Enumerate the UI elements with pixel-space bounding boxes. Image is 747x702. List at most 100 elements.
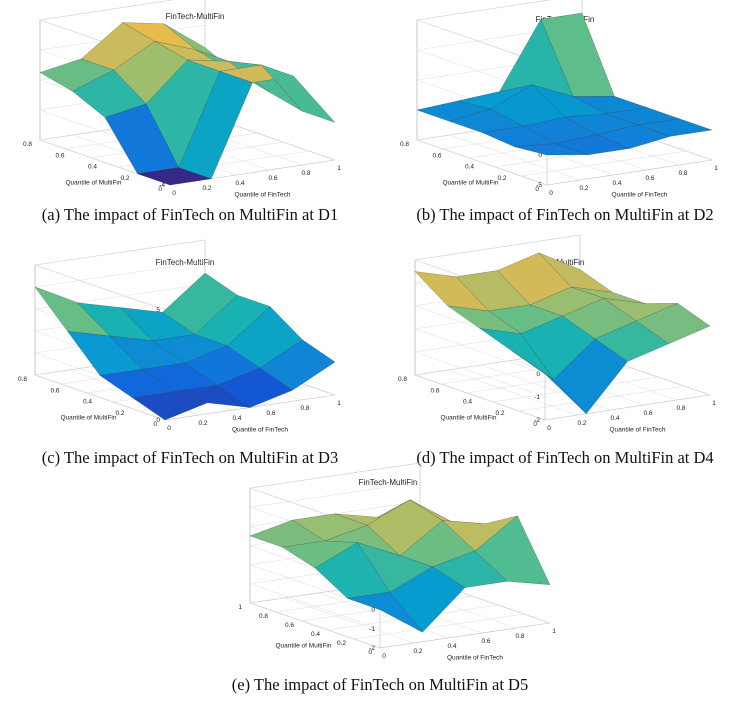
panel-a: FinTech-MultiFin -4-202400.20.40.60.8100… <box>0 0 370 240</box>
x-tick-label: 0.6 <box>481 638 490 645</box>
y-tick-label: 0.8 <box>398 376 407 383</box>
z-tick-label: -1 <box>369 626 375 633</box>
chart-title-a: FinTech-MultiFin <box>165 12 225 21</box>
x-axis-label: Quantile of FinTech <box>234 192 290 199</box>
grid-line <box>416 0 551 66</box>
x-tick-label: 0.6 <box>643 410 652 417</box>
z-tick-label: 5 <box>156 307 160 314</box>
x-axis-label: Quantile of FinTech <box>611 192 667 199</box>
caption-c: (c) The impact of FinTech on MultiFin at… <box>41 448 339 467</box>
z-tick-label: 0 <box>538 152 542 159</box>
y-tick-label: 0.2 <box>337 640 346 647</box>
caption-b: (b) The impact of FinTech on MultiFin at… <box>416 205 714 224</box>
x-tick-label: 0 <box>549 190 553 197</box>
z-tick-label: -2 <box>534 417 540 424</box>
x-tick-label: 0.6 <box>268 175 277 182</box>
y-tick-label: 0.6 <box>285 622 294 629</box>
x-tick-label: 0.2 <box>413 648 422 655</box>
surface <box>34 272 336 421</box>
y-tick-label: 0.6 <box>430 387 439 394</box>
x-tick-label: 0.2 <box>198 420 207 427</box>
y-tick-label: 0.2 <box>120 175 129 182</box>
y-tick-label: 0 <box>158 186 162 193</box>
x-tick-label: 0.2 <box>579 185 588 192</box>
x-tick-label: 0.8 <box>301 170 310 177</box>
surface-plot-c: 01234500.20.40.60.8100.20.40.60.8Quantil… <box>18 239 341 434</box>
y-tick-label: 0.4 <box>311 631 320 638</box>
y-tick-label: 0.4 <box>83 399 92 406</box>
x-tick-label: 0 <box>167 425 171 432</box>
x-tick-label: 0 <box>547 425 551 432</box>
x-tick-label: 0.4 <box>447 643 456 650</box>
chart-title-e: FinTech-MultiFin <box>358 478 418 487</box>
surface-plot-d: -2-1012300.20.40.60.8100.20.40.60.8Quant… <box>398 234 716 434</box>
z-tick-label: 0 <box>156 417 160 424</box>
x-tick-label: 0.6 <box>645 175 654 182</box>
grid-line <box>317 592 449 639</box>
y-axis-label: Quantile of MultiFin <box>66 179 122 186</box>
x-tick-label: 1 <box>552 628 556 635</box>
x-tick-label: 0.2 <box>577 420 586 427</box>
panel-e: FinTech-MultiFin -2-10123400.20.40.60.81… <box>190 462 570 698</box>
grid-line <box>518 385 685 412</box>
panel-c: FinTech-MultiFin 01234500.20.40.60.8100.… <box>0 239 370 475</box>
chart-title-c: FinTech-MultiFin <box>155 258 215 267</box>
y-tick-label: 0.2 <box>115 410 124 417</box>
x-tick-label: 0.4 <box>612 180 621 187</box>
y-tick-label: 0.6 <box>432 152 441 159</box>
y-tick-label: 0.8 <box>259 613 268 620</box>
grid-line <box>353 613 525 640</box>
caption-a: (a) The impact of FinTech on MultiFin at… <box>41 205 339 224</box>
surface-patch <box>635 303 711 344</box>
surface-patch <box>638 118 713 137</box>
x-tick-label: 0.8 <box>300 405 309 412</box>
y-tick-label: 0.2 <box>497 175 506 182</box>
caption-d: (d) The impact of FinTech on MultiFin at… <box>416 448 714 467</box>
y-tick-label: 0.8 <box>23 141 32 148</box>
x-tick-label: 0.6 <box>266 410 275 417</box>
x-tick-label: 0.2 <box>202 185 211 192</box>
x-tick-label: 0 <box>172 190 176 197</box>
surface-plot-b: -505101500.20.40.60.8100.20.40.60.8Quant… <box>400 0 718 199</box>
x-tick-label: 0.8 <box>515 633 524 640</box>
y-axis-label: Quantile of MultiFin <box>61 414 117 421</box>
z-tick-label: 0 <box>371 607 375 614</box>
surface-patch <box>259 339 336 391</box>
y-tick-label: 0.2 <box>495 410 504 417</box>
surface <box>249 499 551 633</box>
grid-line <box>449 134 581 181</box>
panel-b: FinTech-MultiFin -505101500.20.40.60.810… <box>375 0 747 240</box>
y-axis-label: Quantile of MultiFin <box>441 414 497 421</box>
x-tick-label: 1 <box>337 165 341 172</box>
surface <box>414 252 711 415</box>
y-tick-label: 0.4 <box>463 399 472 406</box>
x-tick-label: 0.4 <box>235 180 244 187</box>
surface <box>39 22 336 186</box>
surface-patch <box>474 515 551 585</box>
z-tick-label: -5 <box>536 182 542 189</box>
grid-line <box>416 24 583 96</box>
y-tick-label: 0.6 <box>55 152 64 159</box>
surface-patch <box>260 64 336 123</box>
x-tick-label: 0.4 <box>610 415 619 422</box>
x-tick-label: 1 <box>337 400 341 407</box>
y-tick-label: 0.4 <box>465 164 474 171</box>
y-tick-label: 0 <box>153 421 157 428</box>
surface-plot-e: -2-10123400.20.40.60.8100.20.40.60.81Qua… <box>238 462 556 662</box>
surface <box>416 12 713 156</box>
x-tick-label: 0 <box>382 653 386 660</box>
x-axis-label: Quantile of FinTech <box>609 427 665 434</box>
y-tick-label: 0 <box>535 186 539 193</box>
y-tick-label: 0.4 <box>88 164 97 171</box>
y-axis-label: Quantile of MultiFin <box>443 179 499 186</box>
x-axis-label: Quantile of FinTech <box>447 655 503 662</box>
y-tick-label: 1 <box>238 604 242 611</box>
grid-line <box>447 369 579 416</box>
surface-plot-a: -4-202400.20.40.60.8100.20.40.60.8Quanti… <box>23 0 341 199</box>
x-tick-label: 1 <box>714 165 718 172</box>
y-axis-label: Quantile of MultiFin <box>276 642 332 649</box>
x-tick-label: 0.4 <box>232 415 241 422</box>
x-axis-label: Quantile of FinTech <box>232 427 288 434</box>
y-tick-label: 0 <box>533 421 537 428</box>
y-tick-label: 0.8 <box>400 141 409 148</box>
